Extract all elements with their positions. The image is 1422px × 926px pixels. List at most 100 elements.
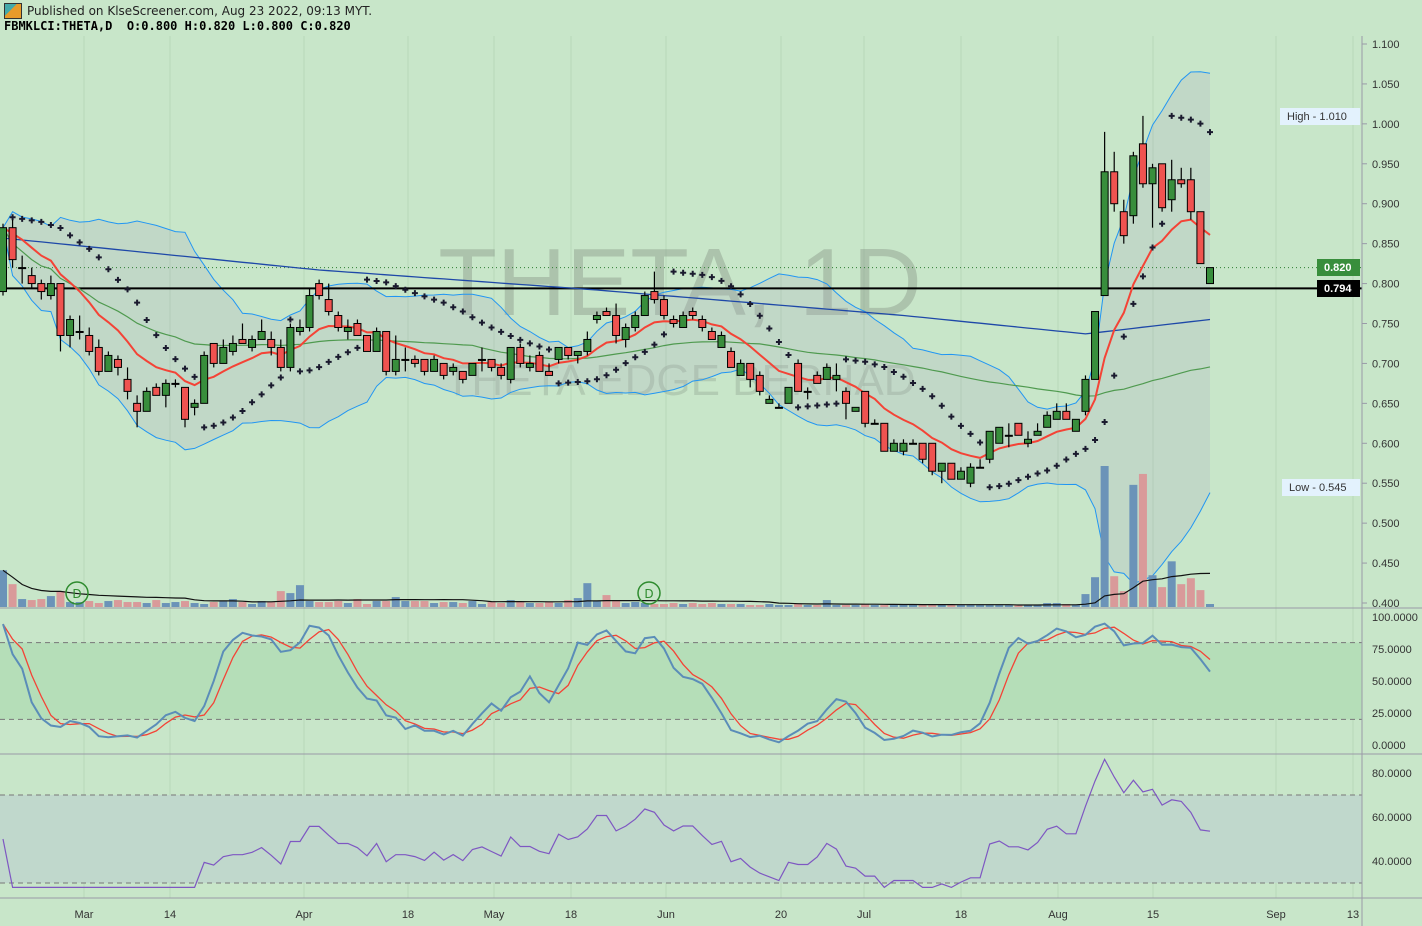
candle[interactable] xyxy=(1023,438,1032,444)
candle[interactable] xyxy=(1062,410,1071,420)
candle[interactable] xyxy=(1110,171,1119,205)
candle[interactable] xyxy=(1081,378,1090,412)
candle[interactable] xyxy=(650,291,659,301)
candle[interactable] xyxy=(171,382,180,385)
candle[interactable] xyxy=(1206,267,1214,285)
candle[interactable] xyxy=(1052,410,1061,420)
candle[interactable] xyxy=(899,442,908,452)
candle[interactable] xyxy=(602,311,611,317)
dividend-marker[interactable] xyxy=(637,581,661,605)
candle[interactable] xyxy=(918,442,927,460)
candle[interactable] xyxy=(75,330,84,333)
candle[interactable] xyxy=(334,315,343,328)
candle[interactable] xyxy=(209,342,218,364)
candle[interactable] xyxy=(430,358,439,372)
candle[interactable] xyxy=(37,283,46,293)
candle[interactable] xyxy=(305,295,314,328)
candle[interactable] xyxy=(142,390,151,412)
candle[interactable] xyxy=(880,422,889,452)
candle[interactable] xyxy=(640,295,649,317)
candle[interactable] xyxy=(382,330,391,372)
candle[interactable] xyxy=(267,338,276,348)
candle[interactable] xyxy=(966,466,975,484)
candle[interactable] xyxy=(468,362,477,376)
candle[interactable] xyxy=(621,326,630,340)
candle[interactable] xyxy=(889,442,898,452)
candle[interactable] xyxy=(956,470,965,480)
candle[interactable] xyxy=(803,390,812,393)
candle[interactable] xyxy=(1091,311,1100,380)
candle[interactable] xyxy=(545,370,554,376)
candle[interactable] xyxy=(46,283,55,297)
candle[interactable] xyxy=(1004,434,1013,437)
candle[interactable] xyxy=(583,338,592,352)
candle[interactable] xyxy=(1148,167,1157,185)
candle[interactable] xyxy=(161,382,170,396)
candle[interactable] xyxy=(1186,179,1195,213)
candle[interactable] xyxy=(1158,163,1167,209)
candle[interactable] xyxy=(1177,179,1186,185)
candle[interactable] xyxy=(794,362,803,392)
candle[interactable] xyxy=(286,326,295,368)
candle[interactable] xyxy=(477,358,486,361)
candle[interactable] xyxy=(516,346,525,364)
candle[interactable] xyxy=(679,315,688,328)
candle[interactable] xyxy=(1100,171,1109,297)
candle[interactable] xyxy=(248,338,257,348)
candle[interactable] xyxy=(659,299,668,317)
candle[interactable] xyxy=(995,426,1004,444)
candle[interactable] xyxy=(928,442,937,472)
candle[interactable] xyxy=(717,334,726,348)
candle[interactable] xyxy=(1167,179,1176,201)
candle[interactable] xyxy=(228,342,237,352)
candle[interactable] xyxy=(707,330,716,340)
candle[interactable] xyxy=(1071,418,1080,432)
candle[interactable] xyxy=(976,466,985,469)
candle[interactable] xyxy=(947,462,956,480)
candle[interactable] xyxy=(612,315,621,336)
candle[interactable] xyxy=(487,358,496,368)
candle[interactable] xyxy=(1119,211,1128,237)
candle[interactable] xyxy=(765,398,774,404)
candle[interactable] xyxy=(669,319,678,324)
candle[interactable] xyxy=(841,390,850,404)
candle[interactable] xyxy=(343,326,352,332)
candle[interactable] xyxy=(410,358,419,364)
candle[interactable] xyxy=(152,386,161,396)
candle[interactable] xyxy=(1043,414,1052,428)
candle[interactable] xyxy=(1129,155,1138,217)
candle[interactable] xyxy=(219,346,228,364)
candle[interactable] xyxy=(1033,430,1042,436)
dividend-marker[interactable] xyxy=(65,581,89,605)
candle[interactable] xyxy=(727,350,736,368)
candle[interactable] xyxy=(832,374,841,380)
candle[interactable] xyxy=(851,406,860,412)
candle[interactable] xyxy=(190,402,199,408)
candle[interactable] xyxy=(315,283,324,297)
candle[interactable] xyxy=(113,358,122,368)
candle[interactable] xyxy=(353,323,362,336)
candle[interactable] xyxy=(391,358,400,372)
candle[interactable] xyxy=(525,362,534,368)
candle[interactable] xyxy=(736,362,745,376)
candle[interactable] xyxy=(66,319,75,336)
candle[interactable] xyxy=(755,374,764,392)
candle[interactable] xyxy=(631,315,640,328)
candle[interactable] xyxy=(439,362,448,376)
candle[interactable] xyxy=(573,350,582,356)
candle[interactable] xyxy=(18,267,27,270)
candle[interactable] xyxy=(813,374,822,384)
candle[interactable] xyxy=(774,406,783,409)
candle[interactable] xyxy=(324,299,333,313)
candle[interactable] xyxy=(56,283,65,336)
candle[interactable] xyxy=(181,386,190,420)
candle[interactable] xyxy=(401,358,410,361)
candle[interactable] xyxy=(554,346,563,360)
candle[interactable] xyxy=(104,354,113,372)
candle[interactable] xyxy=(861,390,870,424)
candle[interactable] xyxy=(535,354,544,372)
candle[interactable] xyxy=(1196,211,1205,265)
candle[interactable] xyxy=(458,370,467,380)
candle[interactable] xyxy=(85,334,94,352)
